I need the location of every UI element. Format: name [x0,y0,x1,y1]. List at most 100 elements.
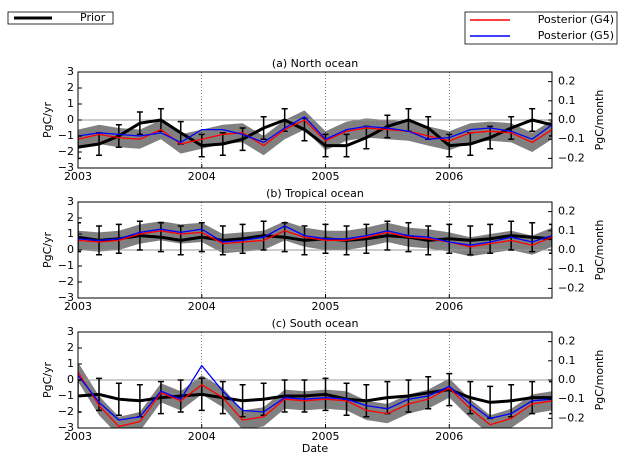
y-tick-label: 1 [67,97,74,110]
error-bar-line [343,133,350,158]
error-bar [363,384,370,418]
y2-tick-label: 0.0 [558,373,576,386]
y-tick-label: −2 [58,145,74,158]
error-bar [281,222,288,253]
y-tick-label: 3 [67,65,74,78]
y-tick-label: 3 [67,325,74,338]
series-line [78,234,552,242]
series-line [78,115,552,144]
error-bar-line [508,220,515,251]
error-bar [425,225,432,256]
error-bar [177,379,184,413]
error-bar-line [281,222,288,253]
y-tick-label: 2 [67,211,74,224]
error-bar-line [260,220,267,251]
error-bar [508,116,515,140]
error-bar [157,380,164,415]
error-bar-line [487,223,494,254]
error-bar [78,222,81,253]
x-tick-label: 2003 [64,430,92,443]
y2-tick-label: −0.2 [558,411,585,424]
y-tick-label: 1 [67,357,74,370]
y2-tick-label: −0.1 [558,262,585,275]
error-bar [363,223,370,254]
error-bar-line [384,114,391,139]
x-tick-label: 2005 [312,300,340,313]
error-bar [549,112,552,137]
y-axis-label: PgC/yr [41,362,54,399]
error-bar [301,379,308,413]
panel-title: (b) Tropical ocean [266,187,364,200]
panel-title: (c) South ocean [272,317,359,330]
x-tick-label: 2005 [312,170,340,183]
x-tick-label: 2004 [188,430,216,443]
uncertainty-band [78,110,552,156]
error-bar-line [529,222,536,253]
y-tick-label: −1 [58,389,74,402]
y2-tick-label: 0.0 [558,113,576,126]
y-tick-label: 0 [67,243,74,256]
error-bar-line [301,379,308,413]
error-bar [549,380,552,415]
error-bar [425,376,432,410]
y2-tick-label: 0.2 [558,335,576,348]
x-tick-label: 2006 [435,430,463,443]
error-bar [281,379,288,413]
error-bar-line [157,380,164,415]
x-tick-label: 2006 [435,170,463,183]
error-bar [322,133,329,158]
y-tick-label: −1 [58,129,74,142]
panel-title: (a) North ocean [272,57,358,70]
x-tick-label: 2004 [188,170,216,183]
x-axis-label: Date [302,442,329,455]
y-axis-label: PgC/yr [41,232,54,269]
y2-tick-label: 0.0 [558,243,576,256]
error-bar [239,127,246,152]
error-bar [136,111,143,136]
error-bar-line [301,225,308,256]
error-bar-line [115,124,122,148]
error-bar [157,222,164,253]
plot [78,332,552,428]
plot [78,72,552,168]
y-tick-label: −2 [58,275,74,288]
y-tick-label: 3 [67,195,74,208]
y2-tick-label: −0.1 [558,132,585,145]
error-bar-line [467,225,474,256]
series-line [78,225,552,246]
error-bar-line [115,382,122,416]
error-bar-line [549,380,552,415]
y2-tick-label: 0.1 [558,354,576,367]
series-line [78,364,552,421]
error-bar-line [260,116,267,140]
legend-box [464,11,618,45]
error-bar [508,220,515,251]
error-bar-line [405,379,412,413]
error-bar [177,225,184,256]
error-bar-line [239,127,246,152]
y2-tick-label: −0.2 [558,281,585,294]
error-bar [529,108,536,132]
error-bar [405,379,412,413]
error-bar-line [549,112,552,137]
legend-label: Posterior (G5) [538,29,614,42]
error-bar-line [177,225,184,256]
error-bar [198,222,205,253]
error-bar-line [446,223,453,254]
error-bar-line [384,220,391,251]
y-tick-label: −3 [58,421,74,434]
y-tick-label: 2 [67,81,74,94]
error-bar [198,133,205,158]
x-tick-label: 2006 [435,300,463,313]
error-bar [487,125,494,150]
y2-tick-label: 0.1 [558,224,576,237]
error-bar-line [446,372,453,407]
y-tick-label: −2 [58,405,74,418]
error-bar [198,377,205,412]
error-bar [239,223,246,254]
y2-tick-label: −0.1 [558,392,585,405]
y-tick-label: −1 [58,259,74,272]
error-bar-line [198,377,205,412]
error-bar-line [177,379,184,413]
